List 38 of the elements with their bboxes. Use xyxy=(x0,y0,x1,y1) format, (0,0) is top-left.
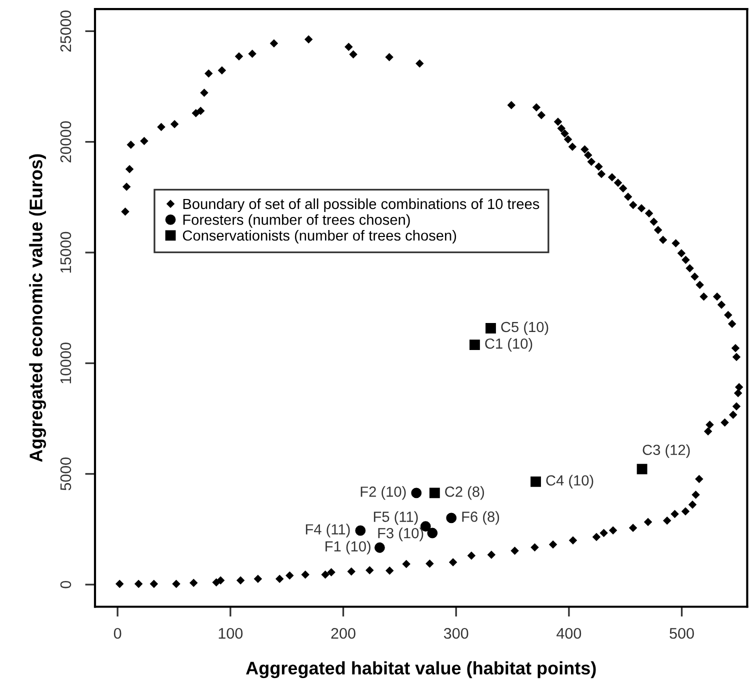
y-tick-label: 0 xyxy=(60,580,72,588)
legend-label: Foresters (number of trees chosen) xyxy=(183,214,410,228)
x-tick-label: 500 xyxy=(670,628,694,639)
point xyxy=(374,542,385,553)
legend-label: Boundary of set of all possible combinations of 10 trees xyxy=(183,198,540,212)
annotation: F4 (11) xyxy=(306,524,350,538)
annotation: F2 (10) xyxy=(360,486,406,500)
point xyxy=(446,512,457,524)
point xyxy=(470,340,480,350)
point xyxy=(429,488,440,498)
annotation: F6 (8) xyxy=(462,511,500,525)
point xyxy=(636,464,648,474)
y-tick-label: 20000 xyxy=(60,121,72,162)
point xyxy=(486,323,496,334)
annotation: C2 (8) xyxy=(445,486,484,500)
x-tick-label: 300 xyxy=(444,628,468,639)
x-tick-label: 400 xyxy=(556,628,582,639)
legend-label: Conservationists (number of trees chosen) xyxy=(182,230,456,244)
y-tick-label: 15000 xyxy=(60,232,72,273)
point xyxy=(530,476,541,487)
point xyxy=(411,488,422,498)
y-tick-label: 5000 xyxy=(60,458,72,490)
y-tick-label: 10000 xyxy=(60,342,72,384)
x-tick-label: 0 xyxy=(114,628,122,639)
x-axis-title: Aggregated habitat value (habitat points) xyxy=(246,661,596,678)
x-tick-label: 100 xyxy=(218,628,243,639)
point xyxy=(427,528,438,538)
annotation: F5 (11) xyxy=(374,511,418,525)
point xyxy=(355,525,366,536)
annotation: F1 (10) xyxy=(326,540,370,554)
annotation: F3 (10) xyxy=(378,528,424,542)
annotation: C4 (10) xyxy=(546,474,594,488)
annotation: C1 (10) xyxy=(485,338,532,352)
annotation: C3 (12) xyxy=(642,444,690,458)
y-axis-title: Aggregated economic value (Euros) xyxy=(29,154,46,462)
annotation: C5 (10) xyxy=(501,321,548,336)
y-tick-label: 25000 xyxy=(60,10,72,52)
x-tick-label: 200 xyxy=(331,628,356,639)
